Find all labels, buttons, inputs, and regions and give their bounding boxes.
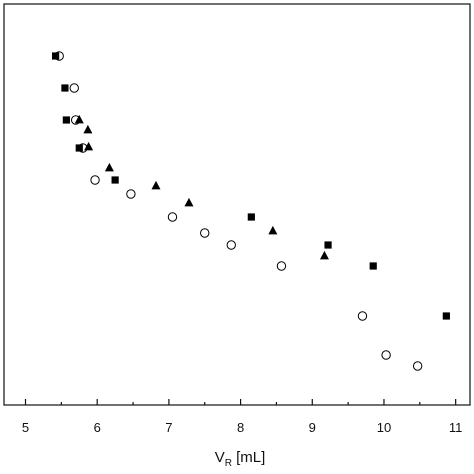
data-points bbox=[52, 51, 450, 371]
square-point bbox=[75, 144, 83, 152]
triangle-point bbox=[83, 124, 93, 134]
triangle-point bbox=[104, 162, 114, 172]
x-axis-ticks: 5 6 7 8 9 10 11 bbox=[22, 399, 463, 435]
x-tick-label: 6 bbox=[94, 420, 101, 435]
square-point bbox=[442, 312, 450, 320]
circle-point bbox=[69, 83, 79, 93]
square-point bbox=[62, 116, 70, 124]
x-axis-label-unit: [mL] bbox=[232, 449, 265, 466]
circle-point bbox=[126, 189, 136, 199]
x-tick-label: 11 bbox=[449, 420, 463, 435]
x-axis-label: VR [mL] bbox=[215, 449, 266, 469]
circle-point bbox=[276, 261, 287, 271]
square-point bbox=[324, 241, 332, 249]
triangle-point bbox=[74, 114, 84, 124]
triangle-point bbox=[151, 180, 161, 190]
circle-point bbox=[54, 51, 64, 61]
square-point bbox=[111, 176, 119, 184]
circle-point bbox=[226, 240, 236, 250]
plot-frame bbox=[3, 3, 471, 406]
x-tick-label: 7 bbox=[165, 420, 172, 435]
circle-point bbox=[167, 212, 178, 222]
square-point bbox=[369, 262, 377, 270]
x-axis-label-subscript: R bbox=[225, 458, 232, 469]
circle-point bbox=[357, 311, 368, 321]
x-tick-label: 9 bbox=[309, 420, 316, 435]
triangle-point bbox=[268, 225, 278, 235]
x-axis-label-main: V bbox=[215, 449, 225, 466]
circle-point bbox=[200, 228, 210, 238]
x-tick-label: 10 bbox=[377, 420, 391, 435]
square-point bbox=[61, 84, 69, 92]
circle-point bbox=[90, 175, 100, 185]
circle-point bbox=[412, 361, 423, 371]
triangle-point bbox=[84, 141, 94, 151]
x-tick-label: 5 bbox=[22, 420, 29, 435]
triangle-point bbox=[319, 250, 329, 260]
x-tick-label: 8 bbox=[237, 420, 244, 435]
square-point bbox=[247, 213, 255, 221]
circle-point bbox=[381, 350, 391, 360]
square-point bbox=[52, 52, 60, 60]
plot-border bbox=[3, 3, 471, 406]
triangle-point bbox=[184, 197, 194, 207]
